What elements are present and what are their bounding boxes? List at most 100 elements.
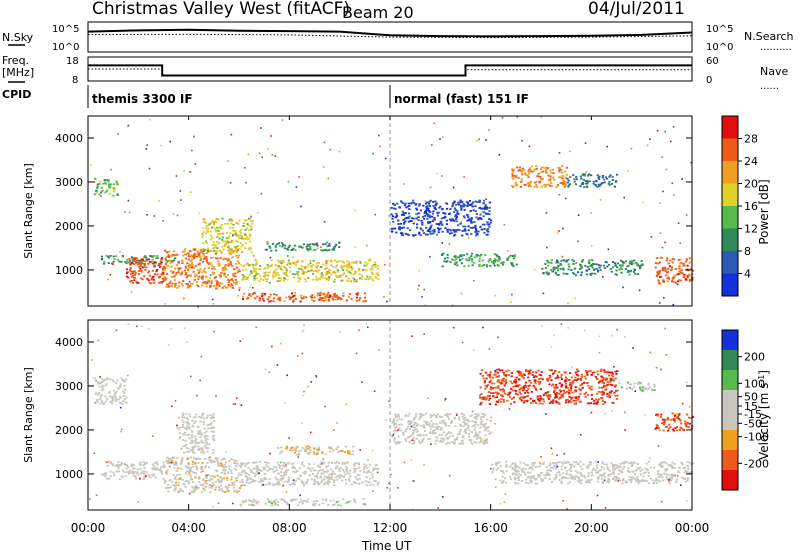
power-cell-5 xyxy=(289,263,292,265)
velocity-cell-8 xyxy=(580,388,583,391)
power-cell-8 xyxy=(428,200,431,203)
velocity-cell-10 xyxy=(686,422,690,425)
velocity-cell-3 xyxy=(194,442,197,444)
power-cell-3 xyxy=(223,268,226,271)
power-cell-2 xyxy=(150,278,153,281)
velocity-cell-8 xyxy=(510,398,513,400)
velocity-cell-3 xyxy=(185,421,188,424)
power-cell-3 xyxy=(234,281,237,284)
velocity-cell-2 xyxy=(235,489,238,492)
power-cell-5 xyxy=(333,259,336,262)
power-cell-5 xyxy=(309,270,312,273)
velocity-cell-4 xyxy=(335,476,338,478)
velocity-cell-4 xyxy=(266,469,269,472)
power-cell-9 xyxy=(468,257,471,259)
velocity-cell-5 xyxy=(348,450,351,453)
power-cell-2 xyxy=(147,258,150,261)
velocity-cell-7 xyxy=(408,440,411,443)
power-cell-5 xyxy=(328,276,331,278)
power-cell-3 xyxy=(167,285,171,288)
nsearch-line xyxy=(87,33,693,39)
power-cell-4 xyxy=(230,222,233,225)
power-cell-2 xyxy=(137,270,141,272)
velocity-cell-7 xyxy=(407,425,410,428)
power-cell-2 xyxy=(153,265,156,268)
velocity-cell-7 xyxy=(422,424,425,427)
velocity-cell-2 xyxy=(226,472,230,474)
velocity-cell-4 xyxy=(344,482,348,485)
velocity-cell-7 xyxy=(442,438,445,441)
power-cell-8 xyxy=(398,227,401,230)
velocity-cell-8 xyxy=(560,374,563,376)
power-cell-8 xyxy=(468,200,471,202)
power-cell-8 xyxy=(432,210,435,213)
velocity-cell-4 xyxy=(278,465,282,467)
velocity-cell-7 xyxy=(464,419,467,422)
velocity-cell-7 xyxy=(442,437,445,440)
velocity-cell-1 xyxy=(129,469,132,472)
power-cell-13 xyxy=(678,272,681,275)
velocity-cell-1 xyxy=(124,475,127,478)
velocity-cell-11 xyxy=(558,474,561,476)
power-cell-13 xyxy=(671,261,674,264)
velocity-cell-11 xyxy=(683,466,687,469)
power-cell-7 xyxy=(277,298,280,301)
power-cell-13 xyxy=(679,258,682,261)
velocity-cell-10 xyxy=(675,426,679,428)
power-cell-3 xyxy=(187,258,190,261)
velocity-cell-8 xyxy=(558,382,561,385)
power-cell-6 xyxy=(321,249,324,252)
velocity-cell-5 xyxy=(286,447,289,450)
velocity-cell-4 xyxy=(260,479,263,482)
velocity-cell-4 xyxy=(240,471,243,474)
power-cell-0 xyxy=(112,194,115,197)
velocity-cell-8 xyxy=(532,376,535,379)
power-cell-8 xyxy=(427,202,431,205)
power-cell-11 xyxy=(579,185,582,188)
velocity-cell-7 xyxy=(478,431,481,433)
velocity-cell-8 xyxy=(551,372,555,375)
velocity-cell-8 xyxy=(494,403,497,406)
power-cell-10 xyxy=(550,182,553,184)
velocity-cell-2 xyxy=(174,487,177,489)
velocity-cell-8 xyxy=(605,378,608,381)
power-speck xyxy=(584,142,587,144)
velocity-cell-4 xyxy=(321,472,324,475)
velocity-cell-8 xyxy=(568,392,571,395)
velocity-cell-4 xyxy=(293,483,296,486)
velocity-cell-0 xyxy=(108,391,111,394)
velocity-cell-5 xyxy=(313,452,316,455)
power-cell-3 xyxy=(218,264,221,267)
power-cell-13 xyxy=(657,272,660,275)
velocity-cell-11 xyxy=(582,463,585,466)
velocity-cell-11 xyxy=(515,474,518,477)
power-cell-1 xyxy=(151,256,154,258)
power-cell-10 xyxy=(523,184,526,186)
power-cell-0 xyxy=(95,189,98,192)
velocity-cell-7 xyxy=(397,442,400,444)
velocity-cell-2 xyxy=(185,472,188,475)
power-cell-8 xyxy=(425,213,428,215)
power-cells xyxy=(90,116,695,308)
power-cell-6 xyxy=(287,246,290,249)
velocity-cell-2 xyxy=(230,478,233,481)
velocity-cell-8 xyxy=(553,389,556,392)
velocity-cell-8 xyxy=(549,402,552,404)
power-cell-10 xyxy=(529,181,532,184)
velocity-cell-7 xyxy=(404,440,407,442)
velocity-cell-7 xyxy=(404,414,408,417)
power-cell-7 xyxy=(356,292,359,294)
power-cell-4 xyxy=(232,226,235,229)
power-cell-3 xyxy=(169,280,172,283)
velocity-cell-8 xyxy=(577,370,580,373)
power-cell-1 xyxy=(151,262,154,265)
velocity-cell-2 xyxy=(192,481,195,483)
power-cell-5 xyxy=(325,271,328,274)
power-cell-5 xyxy=(358,267,361,270)
power-cell-4 xyxy=(249,233,252,236)
velocity-cell-4 xyxy=(313,482,317,485)
velocity-cell-4 xyxy=(313,469,316,472)
velocity-cell-11 xyxy=(615,464,618,467)
power-cell-5 xyxy=(253,277,256,280)
velocity-cell-2 xyxy=(204,480,207,482)
